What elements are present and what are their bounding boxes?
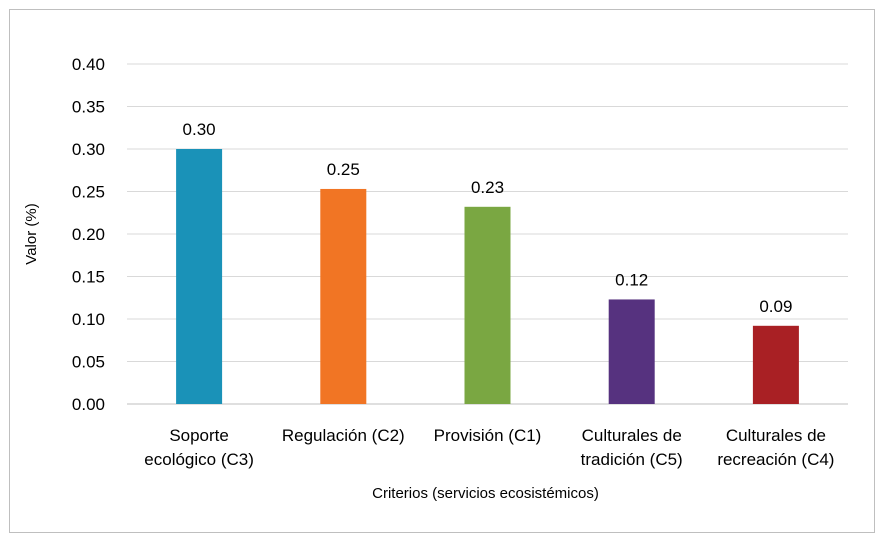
- x-tick-label: Soporte: [169, 426, 229, 445]
- y-tick-label: 0.35: [72, 98, 105, 117]
- data-label: 0.25: [327, 160, 360, 179]
- data-label: 0.30: [183, 120, 216, 139]
- x-tick-label: Regulación (C2): [282, 426, 405, 445]
- y-tick-label: 0.25: [72, 183, 105, 202]
- x-tick-label: Culturales de: [726, 426, 826, 445]
- data-label: 0.23: [471, 178, 504, 197]
- bar: [464, 206, 511, 404]
- bar: [752, 325, 799, 404]
- x-tick-label: ecológico (C3): [144, 450, 254, 469]
- data-label: 0.09: [759, 297, 792, 316]
- y-tick-label: 0.20: [72, 225, 105, 244]
- x-tick-label: Provisión (C1): [434, 426, 542, 445]
- x-axis-title: Criterios (servicios ecosistémicos): [372, 485, 599, 502]
- bar: [608, 299, 655, 404]
- y-tick-label: 0.15: [72, 268, 105, 287]
- chart-frame: [9, 9, 875, 533]
- y-tick-label: 0.05: [72, 353, 105, 372]
- y-axis-title: Valor (%): [23, 203, 40, 264]
- y-tick-label: 0.10: [72, 310, 105, 329]
- x-tick-label: recreación (C4): [717, 450, 834, 469]
- y-tick-label: 0.00: [72, 395, 105, 414]
- bar: [176, 149, 223, 404]
- y-tick-label: 0.40: [72, 55, 105, 74]
- data-label: 0.12: [615, 270, 648, 289]
- bar: [320, 188, 367, 404]
- x-tick-label: Culturales de: [582, 426, 682, 445]
- y-tick-label: 0.30: [72, 140, 105, 159]
- x-tick-label: tradición (C5): [581, 450, 683, 469]
